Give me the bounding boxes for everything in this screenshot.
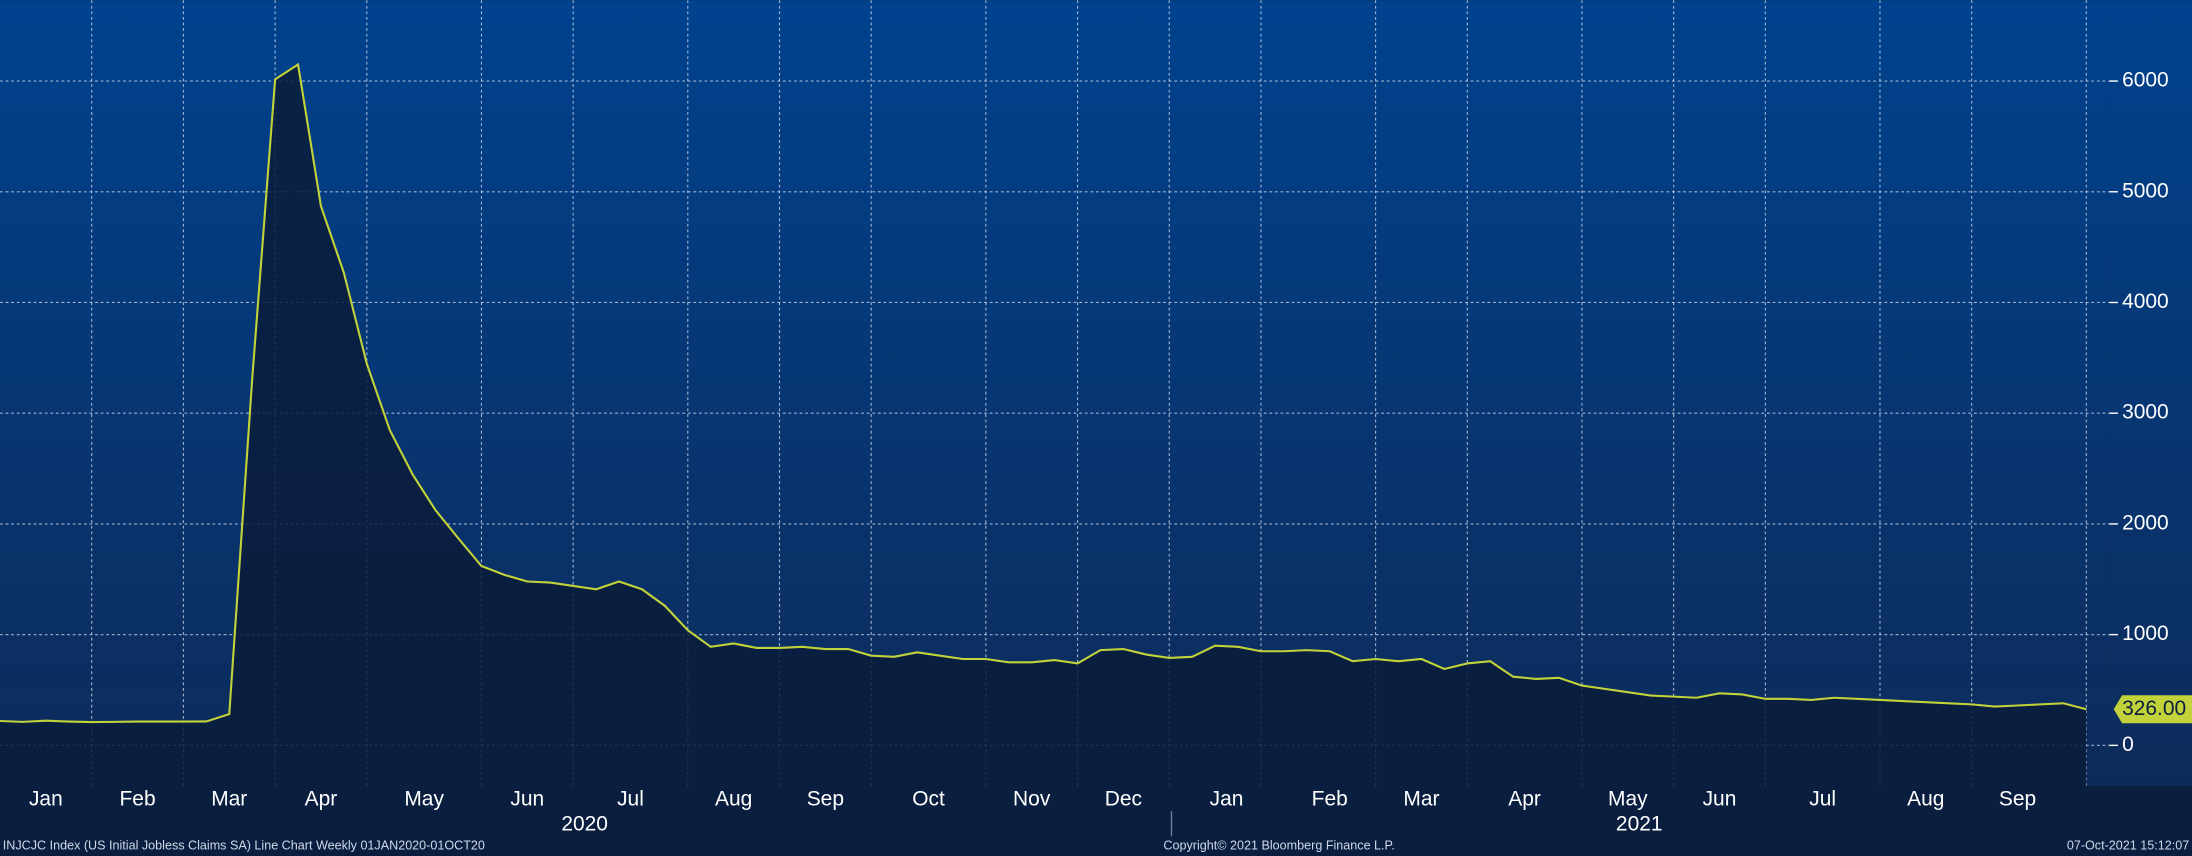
x-tick-label: Dec [1105, 787, 1142, 810]
x-tick-label: Mar [1403, 787, 1439, 810]
x-tick-label: Jun [510, 787, 544, 810]
line [0, 62, 2087, 724]
y-tick-label: 1000 [2122, 622, 2169, 645]
x-tick-label: Oct [912, 787, 945, 810]
y-tick-label: 3000 [2122, 401, 2169, 424]
y-tick-label: 5000 [2122, 179, 2169, 202]
x-tick-label: Apr [1508, 787, 1541, 810]
x-tick-label: May [1608, 787, 1648, 810]
x-tick-label: Nov [1013, 787, 1051, 810]
value-label: 326.00 [2122, 697, 2186, 720]
value-tag [2113, 695, 2192, 724]
x-tick-label: Jan [1210, 787, 1244, 810]
x-tick-label: Feb [120, 787, 156, 810]
y-tick-label: 6000 [2122, 69, 2169, 92]
area [0, 64, 2087, 786]
footer-center: Copyright© 2021 Bloomberg Finance L.P. [1163, 838, 1394, 852]
x-tick-label: Apr [305, 787, 338, 810]
x-tick-label: Aug [1907, 787, 1944, 810]
x-tick-label: Jul [617, 787, 644, 810]
footer-right: 07-Oct-2021 15:12:07 [2067, 838, 2189, 852]
x-tick-label: May [404, 787, 444, 810]
x-tick-label: Sep [1999, 787, 2036, 810]
year-label: 2021 [1616, 813, 1663, 836]
y-tick-label: 0 [2122, 733, 2134, 756]
x-tick-label: Jan [29, 787, 63, 810]
y-tick-label: 4000 [2122, 290, 2169, 313]
footer-left: INJCJC Index (US Initial Jobless Claims … [3, 838, 485, 852]
axis-area [2110, 0, 2192, 786]
x-tick-label: Aug [715, 787, 752, 810]
x-tick-label: Feb [1312, 787, 1348, 810]
year-label: 2020 [561, 813, 608, 836]
x-tick-label: Jun [1703, 787, 1737, 810]
x-tick-label: Jul [1809, 787, 1836, 810]
y-tick-label: 2000 [2122, 511, 2169, 534]
x-tick-label: Mar [211, 787, 247, 810]
x-tick-label: Sep [807, 787, 844, 810]
